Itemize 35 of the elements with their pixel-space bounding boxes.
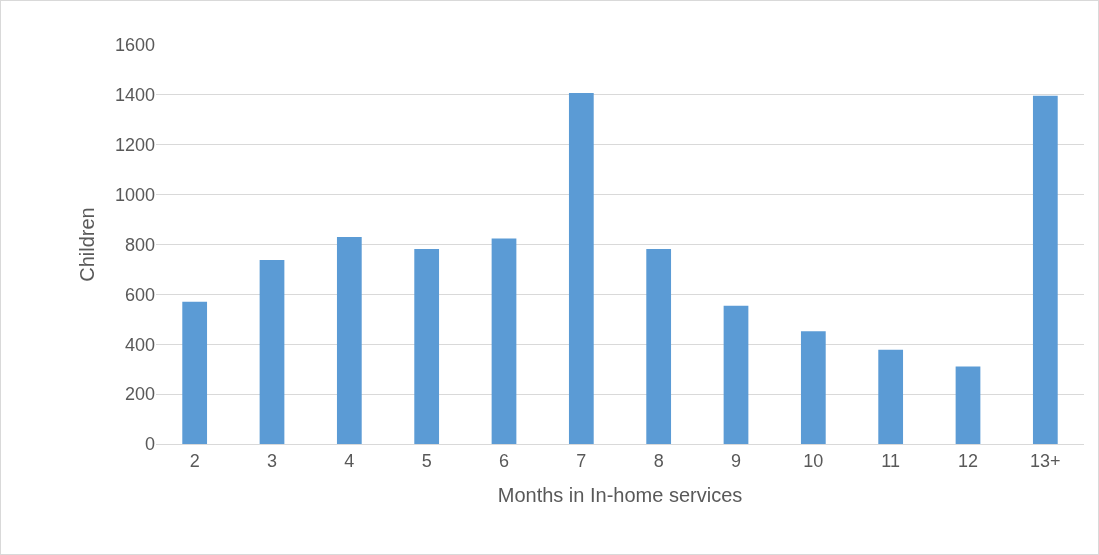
y-tick-label: 200 <box>124 384 155 405</box>
x-tick-label: 12 <box>957 450 979 471</box>
y-tick-label: 600 <box>124 284 155 305</box>
bar <box>1032 95 1058 444</box>
bar <box>878 349 904 444</box>
x-tick-label: 10 <box>803 450 824 471</box>
y-tick-label: 1200 <box>114 135 155 156</box>
x-tick-label: 5 <box>421 450 432 471</box>
bar <box>568 92 594 444</box>
bar <box>414 248 440 444</box>
bar <box>646 248 672 444</box>
y-tick-label: 1400 <box>114 85 155 106</box>
x-tick-label: 13+ <box>1030 450 1061 471</box>
bar <box>182 301 208 444</box>
x-tick-label: 4 <box>344 450 355 471</box>
x-axis-title: Months in In-home services <box>497 484 743 507</box>
y-tick-label: 0 <box>144 434 155 455</box>
x-tick-label: 3 <box>266 450 278 471</box>
y-tick-label: 1600 <box>114 35 155 56</box>
bar <box>259 259 285 444</box>
bar <box>800 331 826 444</box>
x-tick-label: 11 <box>881 450 901 471</box>
y-tick-label: 800 <box>124 234 155 255</box>
x-tick-label: 2 <box>189 450 200 471</box>
y-tick-label: 1000 <box>114 184 155 205</box>
y-tick-label: 400 <box>124 334 155 355</box>
x-tick-label: 9 <box>730 450 742 471</box>
bar <box>491 238 517 444</box>
x-tick-label: 8 <box>653 450 664 471</box>
bar <box>723 305 749 444</box>
x-tick-label: 6 <box>498 450 510 471</box>
y-axis-title: Children <box>76 207 99 282</box>
x-tick-label: 7 <box>576 450 587 471</box>
bar <box>336 237 362 444</box>
bar <box>955 366 981 444</box>
